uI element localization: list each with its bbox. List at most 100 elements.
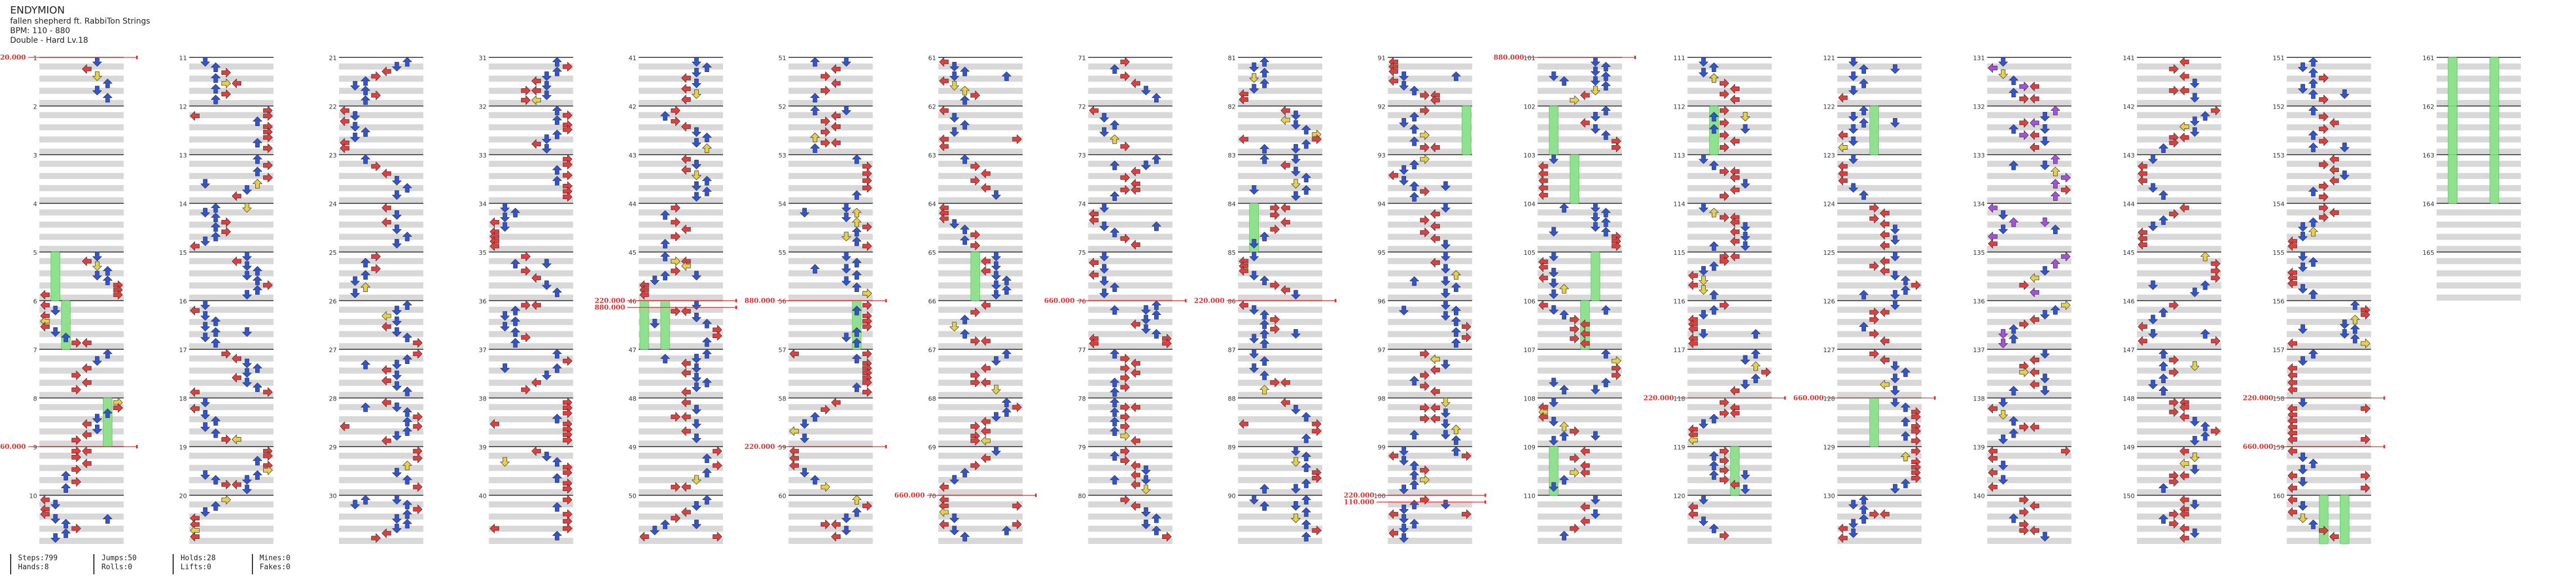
beat-band <box>189 404 274 411</box>
hold-note <box>1869 398 1879 447</box>
beat-band <box>1987 258 2072 264</box>
beat-band <box>1538 258 1622 264</box>
beat-band <box>489 233 573 240</box>
beat-band <box>2137 428 2221 435</box>
beat-band <box>1088 318 1173 325</box>
beat-band <box>1837 294 1922 301</box>
beat-band <box>1687 197 1772 204</box>
beat-band <box>489 270 573 277</box>
beat-band <box>489 440 573 447</box>
beat-band <box>1837 465 1922 471</box>
beat-band <box>189 75 274 82</box>
beat-band <box>1837 404 1922 411</box>
beat-band <box>1388 452 1472 459</box>
measure-number: 48 <box>629 395 636 403</box>
beat-band <box>938 367 1023 374</box>
beat-band <box>639 294 723 301</box>
beat-band <box>1538 452 1622 459</box>
beat-band <box>639 233 723 240</box>
measure-number: 37 <box>479 346 487 354</box>
measure-number: 18 <box>179 395 187 403</box>
beat-band <box>2137 233 2221 240</box>
beat-band <box>2137 465 2221 471</box>
beat-band <box>1687 538 1772 544</box>
beat-band <box>2437 282 2521 289</box>
beat-band <box>1538 392 1622 398</box>
beat-band <box>2137 331 2221 338</box>
beat-band <box>788 75 873 82</box>
beat-band <box>1088 294 1173 301</box>
beat-band <box>2137 148 2221 155</box>
measure-number: 63 <box>928 152 936 159</box>
beat-band <box>1837 270 1922 277</box>
bpm-change-label: 880.000 <box>744 297 775 305</box>
beat-band <box>938 355 1023 362</box>
beat-band <box>1088 465 1173 471</box>
beat-band <box>788 148 873 155</box>
beat-band <box>938 270 1023 277</box>
beat-band <box>2137 501 2221 508</box>
beat-band <box>1388 331 1472 338</box>
beat-band <box>1238 538 1322 544</box>
beat-band <box>1837 100 1922 106</box>
beat-band <box>1388 392 1472 398</box>
beat-band <box>788 501 873 508</box>
measure-number: 145 <box>2123 249 2135 256</box>
beat-band <box>639 318 723 325</box>
beat-band <box>1238 331 1322 338</box>
beat-band <box>788 246 873 252</box>
measure-number: 23 <box>329 152 337 159</box>
beat-band <box>1837 501 1922 508</box>
beat-band <box>938 513 1023 520</box>
beat-band <box>39 88 124 94</box>
beat-band <box>1088 355 1173 362</box>
beat-band <box>1687 404 1772 411</box>
beat-band <box>39 173 124 179</box>
beat-band <box>189 452 274 459</box>
beat-band <box>189 331 274 338</box>
beat-band <box>339 428 423 435</box>
beat-band <box>1388 465 1472 471</box>
beat-band <box>1687 185 1772 191</box>
hold-note <box>2489 154 2500 204</box>
beat-band <box>1388 246 1472 252</box>
beat-band <box>39 465 124 471</box>
beat-band <box>1687 452 1772 459</box>
measure-number: 133 <box>1973 152 1985 159</box>
beat-band <box>1538 501 1622 508</box>
hold-note <box>2448 57 2457 106</box>
beat-band <box>489 88 573 94</box>
beat-band <box>39 282 124 289</box>
beat-band <box>938 294 1023 301</box>
beat-band <box>1388 367 1472 374</box>
beat-band <box>489 404 573 411</box>
measure-number: 72 <box>1078 104 1086 111</box>
measure-number: 135 <box>1973 249 1985 256</box>
beat-band <box>788 221 873 228</box>
beat-band <box>1987 112 2072 119</box>
measure-number: 131 <box>1973 55 1985 62</box>
beat-band <box>489 489 573 496</box>
beat-band <box>39 294 124 301</box>
beat-band <box>1238 197 1322 204</box>
beat-band <box>1088 75 1173 82</box>
measure-number: 30 <box>329 493 337 500</box>
beat-band <box>938 185 1023 191</box>
beat-band <box>189 63 274 70</box>
beat-band <box>189 428 274 435</box>
measure-number: 21 <box>329 55 337 62</box>
beat-band <box>339 525 423 532</box>
bpm-change-tick <box>1634 56 1636 59</box>
beat-band <box>1388 538 1472 544</box>
measure-number: 119 <box>1674 444 1685 451</box>
beat-band <box>489 246 573 252</box>
beat-band <box>39 404 124 411</box>
beat-band <box>339 392 423 398</box>
measure-number: 25 <box>329 249 337 256</box>
beat-band <box>1987 197 2072 204</box>
beat-band <box>2286 343 2371 349</box>
beat-band <box>1538 197 1622 204</box>
measure-number: 160 <box>2273 493 2285 500</box>
beat-band <box>39 331 124 338</box>
measure-number: 123 <box>1823 152 1835 159</box>
